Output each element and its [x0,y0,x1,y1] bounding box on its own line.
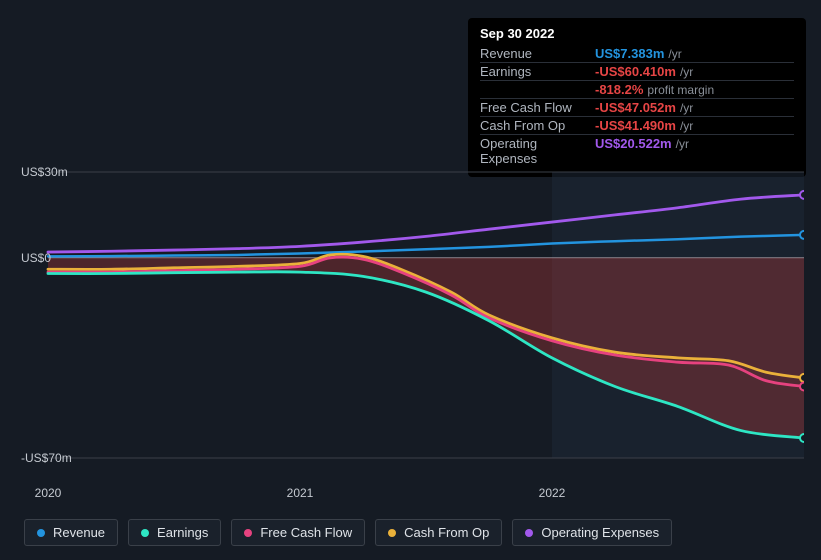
x-axis-label: 2020 [35,486,62,500]
tooltip-row: Free Cash Flow-US$47.052m/yr [480,98,794,116]
legend-dot [244,529,252,537]
y-axis-label: US$0 [21,251,51,265]
y-axis-label: -US$70m [21,451,72,465]
legend-dot [37,529,45,537]
data-tooltip: Sep 30 2022 RevenueUS$7.383m/yrEarnings-… [468,18,806,177]
tooltip-suffix: /yr [680,101,693,115]
financials-chart: US$30mUS$0-US$70m202020212022 [18,160,804,480]
x-axis-label: 2021 [287,486,314,500]
legend-label: Cash From Op [404,525,489,540]
x-axis-label: 2022 [539,486,566,500]
tooltip-value: -818.2% [595,82,643,97]
legend: Revenue Earnings Free Cash Flow Cash From O… [24,519,672,546]
tooltip-label: Earnings [480,64,595,79]
legend-label: Free Cash Flow [260,525,352,540]
tooltip-value: US$7.383m [595,46,664,61]
chart-svg [18,160,804,480]
tooltip-suffix: /yr [668,47,681,61]
legend-label: Operating Expenses [541,525,659,540]
tooltip-row: Cash From Op-US$41.490m/yr [480,116,794,134]
legend-label: Revenue [53,525,105,540]
tooltip-label: Revenue [480,46,595,61]
tooltip-value: -US$60.410m [595,64,676,79]
tooltip-value: US$20.522m [595,136,672,151]
tooltip-value: -US$47.052m [595,100,676,115]
tooltip-row: Earnings-US$60.410m/yr [480,62,794,80]
legend-item-operating-expenses[interactable]: Operating Expenses [512,519,672,546]
tooltip-date: Sep 30 2022 [480,26,794,41]
tooltip-suffix: /yr [680,65,693,79]
tooltip-value: -US$41.490m [595,118,676,133]
legend-item-earnings[interactable]: Earnings [128,519,221,546]
legend-label: Earnings [157,525,208,540]
tooltip-label: Cash From Op [480,118,595,133]
tooltip-suffix: /yr [680,119,693,133]
legend-dot [141,529,149,537]
y-axis-label: US$30m [21,165,68,179]
legend-item-revenue[interactable]: Revenue [24,519,118,546]
legend-dot [525,529,533,537]
tooltip-row: -818.2% profit margin [480,80,794,98]
legend-item-free-cash-flow[interactable]: Free Cash Flow [231,519,365,546]
tooltip-suffix: /yr [676,137,689,151]
legend-dot [388,529,396,537]
legend-item-cash-from-op[interactable]: Cash From Op [375,519,502,546]
tooltip-row: RevenueUS$7.383m/yr [480,45,794,62]
tooltip-suffix: profit margin [647,83,714,97]
tooltip-label: Free Cash Flow [480,100,595,115]
